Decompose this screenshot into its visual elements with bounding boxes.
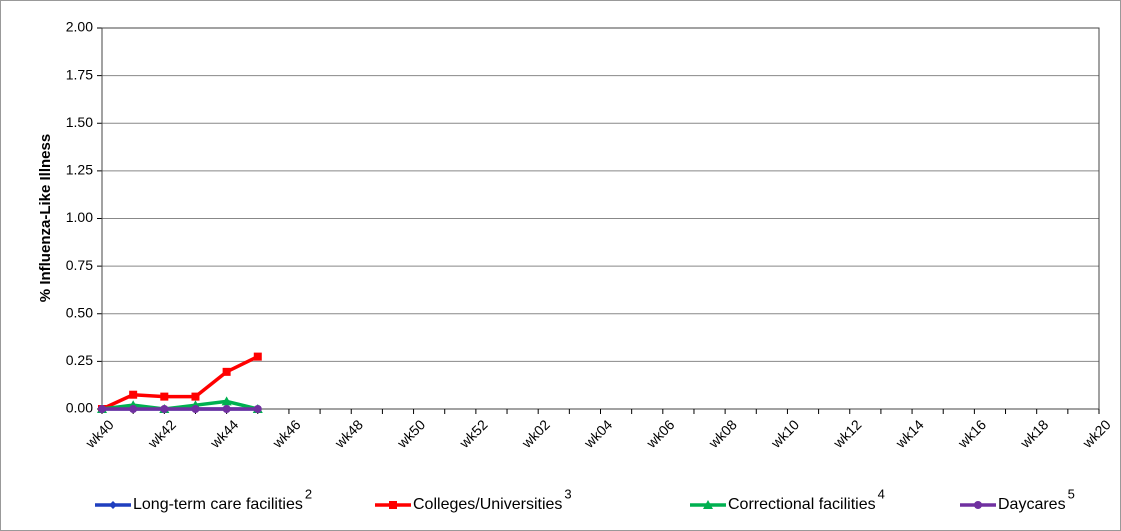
y-tick-label: 1.50 — [66, 114, 93, 130]
legend-footnote: 3 — [564, 486, 571, 501]
series-marker — [253, 405, 262, 413]
legend-label: Daycares — [998, 496, 1066, 513]
y-tick-label: 0.00 — [66, 400, 93, 416]
legend-label: Long-term care facilities — [133, 496, 303, 513]
y-tick-label: 0.50 — [66, 304, 93, 320]
y-tick-label: 1.25 — [66, 162, 93, 178]
series-marker — [191, 392, 200, 401]
legend-label: Colleges/Universities — [413, 496, 562, 513]
series-marker — [191, 405, 200, 413]
legend-marker — [389, 501, 397, 509]
y-tick-label: 1.00 — [66, 209, 93, 225]
series-marker — [129, 405, 138, 413]
legend-footnote: 2 — [305, 486, 312, 501]
series-line — [101, 399, 259, 411]
legend-footnote: 5 — [1068, 486, 1075, 501]
legend-label: Correctional facilities — [728, 496, 876, 513]
legend-marker — [703, 500, 713, 509]
series-marker — [222, 405, 231, 413]
legend-marker — [974, 501, 982, 509]
legend-footnote: 4 — [878, 486, 885, 501]
series-marker — [160, 405, 169, 413]
legend-marker — [109, 501, 117, 509]
y-tick-label: 0.25 — [66, 352, 93, 368]
series-marker — [129, 390, 138, 399]
series-marker — [222, 367, 231, 376]
y-axis-label: % Influenza-Like Illness — [37, 134, 54, 302]
y-tick-label: 0.75 — [66, 257, 93, 273]
series-marker — [98, 405, 106, 413]
series-marker — [221, 396, 232, 406]
y-tick-label: 2.00 — [66, 19, 93, 35]
series-marker — [253, 352, 262, 361]
series-marker — [160, 392, 169, 401]
y-tick-label: 1.75 — [66, 66, 93, 82]
series-line — [101, 355, 259, 411]
